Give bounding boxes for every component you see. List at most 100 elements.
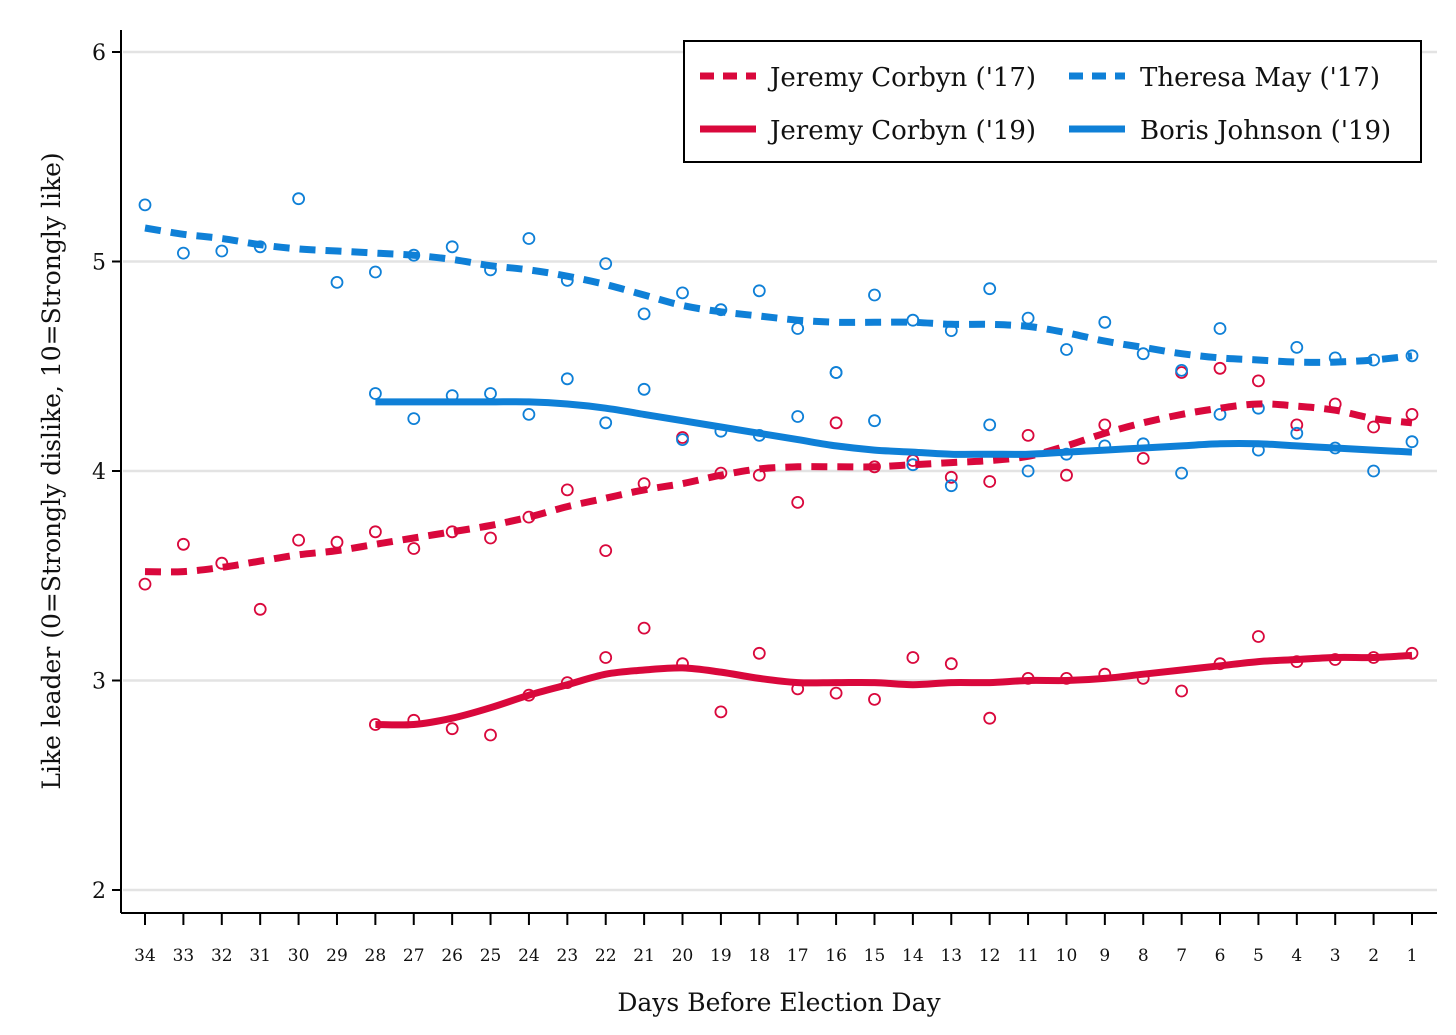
data-point [599, 651, 613, 664]
x-tick-label: 33 [173, 946, 195, 966]
data-point [1252, 374, 1265, 388]
legend-label-corbyn-17: Jeremy Corbyn ('17) [767, 63, 1036, 93]
data-point [791, 322, 805, 335]
data-point [1021, 464, 1035, 478]
x-tick-label: 29 [326, 946, 348, 966]
data-point [484, 531, 497, 545]
data-point [791, 410, 805, 423]
data-point [330, 535, 344, 549]
data-point [176, 246, 190, 260]
data-point [676, 433, 689, 447]
data-point [1136, 451, 1150, 465]
data-point [944, 470, 958, 484]
data-point [906, 313, 920, 327]
data-point [407, 412, 421, 426]
y-tick-label: 6 [92, 41, 106, 66]
data-point [752, 284, 766, 298]
data-point [1136, 347, 1150, 361]
x-tick-label: 8 [1138, 946, 1149, 966]
y-tick-label: 5 [92, 251, 106, 276]
x-tick-label: 26 [441, 946, 463, 966]
data-point [445, 722, 459, 736]
x-tick-label: 21 [633, 946, 655, 966]
x-ticks: 34 33 32 31 30 29 28 27 26 25 24 23 22 21 20 19 18 17 16 15… [134, 913, 1417, 966]
data-point [484, 728, 497, 742]
data-point [1367, 464, 1380, 478]
data-point [522, 232, 536, 245]
x-tick-label: 4 [1291, 946, 1302, 966]
data-point [1175, 363, 1188, 377]
x-tick-label: 6 [1215, 946, 1226, 966]
x-tick-label: 30 [288, 946, 310, 966]
data-point [560, 483, 574, 497]
data-point [752, 468, 766, 482]
x-tick-label: 5 [1253, 946, 1264, 966]
data-point [138, 198, 152, 212]
data-point [1252, 630, 1265, 643]
data-point [176, 537, 190, 551]
x-axis-title: Days Before Election Day [617, 988, 941, 1017]
data-point [599, 416, 613, 430]
x-tick-label: 34 [134, 946, 156, 966]
x-tick-label: 1 [1407, 946, 1418, 966]
data-point [829, 686, 843, 700]
legend-box [683, 40, 1422, 163]
data-point [829, 416, 843, 430]
data-point [215, 244, 229, 258]
data-point [1098, 315, 1112, 329]
legend-label-may-17: Theresa May ('17) [1140, 63, 1380, 93]
data-point [292, 192, 306, 206]
data-point [1290, 418, 1304, 432]
x-tick-label: 2 [1368, 946, 1379, 966]
x-tick-label: 7 [1176, 946, 1187, 966]
trend-line [144, 224, 1413, 366]
x-tick-label: 19 [710, 946, 732, 966]
data-point [253, 602, 267, 616]
data-point [407, 542, 421, 555]
data-point [676, 286, 689, 300]
data-point [1060, 343, 1073, 356]
data-point [599, 544, 613, 557]
data-point [1175, 466, 1188, 480]
data-point [560, 372, 574, 386]
x-tick-label: 15 [864, 946, 886, 966]
x-tick-label: 32 [211, 946, 233, 966]
data-point [1290, 426, 1304, 440]
data-point [983, 475, 997, 488]
x-tick-label: 9 [1099, 946, 1110, 966]
legend-label-johnson-19: Boris Johnson ('19) [1140, 116, 1391, 146]
data-point [752, 646, 766, 660]
data-point [368, 387, 382, 400]
y-ticks: 2 3 4 5 6 [92, 41, 121, 904]
data-point [599, 257, 613, 271]
x-tick-label: 24 [518, 946, 540, 966]
x-tick-label: 31 [249, 946, 271, 966]
trend-line [375, 651, 1413, 729]
data-point [944, 479, 958, 493]
legend: Jeremy Corbyn ('17) Theresa May ('17) Je… [683, 40, 1422, 163]
data-point [868, 288, 881, 302]
data-point [138, 577, 152, 591]
x-tick-label: 17 [787, 946, 809, 966]
x-tick-label: 25 [480, 946, 502, 966]
data-point [944, 657, 958, 671]
data-point [1405, 435, 1419, 449]
x-tick-label: 10 [1056, 946, 1078, 966]
data-point [983, 711, 997, 725]
series-group [138, 192, 1419, 415]
data-point [1060, 468, 1073, 482]
data-point [983, 418, 997, 432]
x-tick-label: 23 [557, 946, 579, 966]
x-tick-label: 12 [979, 946, 1001, 966]
data-point [637, 621, 651, 635]
data-point [484, 387, 497, 400]
data-point [791, 495, 805, 509]
y-tick-label: 3 [92, 670, 106, 695]
data-point [330, 275, 344, 289]
data-point [868, 414, 881, 428]
data-point [637, 307, 651, 321]
data-point [445, 240, 459, 254]
x-tick-label: 27 [403, 946, 425, 966]
data-point [522, 407, 536, 421]
